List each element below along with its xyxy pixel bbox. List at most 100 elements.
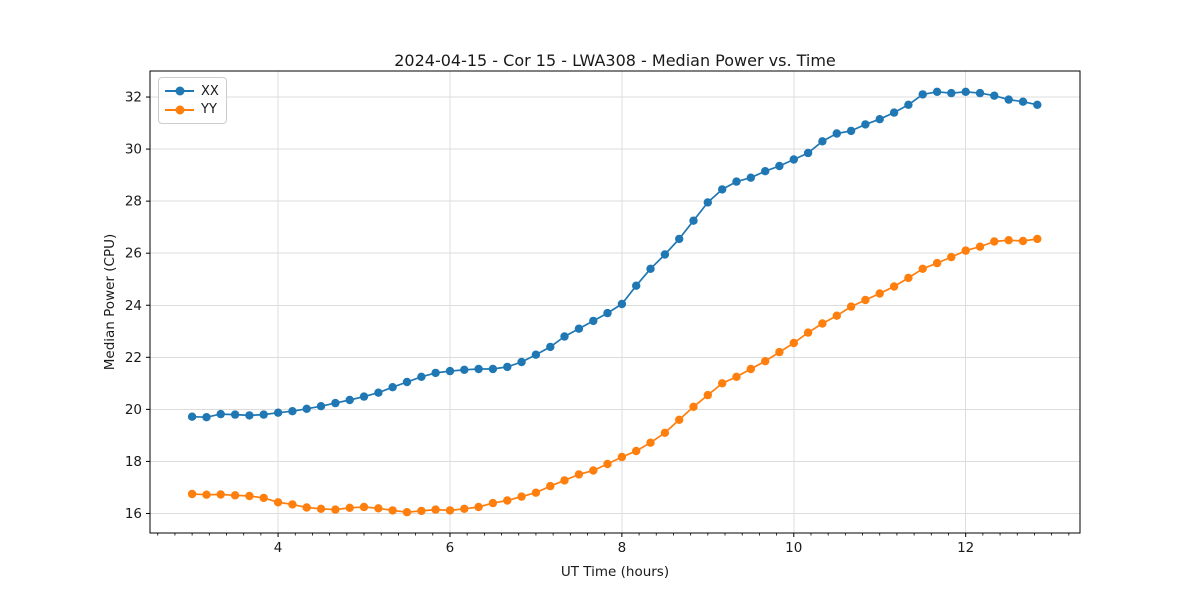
data-point-YY bbox=[359, 502, 369, 512]
data-point-XX bbox=[761, 167, 770, 176]
data-point-XX bbox=[918, 90, 927, 99]
data-point-YY bbox=[402, 508, 412, 517]
data-point-YY bbox=[904, 273, 913, 283]
data-point-YY bbox=[560, 476, 569, 485]
y-tick-label: 28 bbox=[125, 194, 142, 210]
data-point-XX bbox=[990, 91, 999, 100]
data-point-YY bbox=[245, 491, 254, 501]
data-point-XX bbox=[402, 377, 412, 387]
y-axis-label: Median Power (CPU) bbox=[102, 233, 118, 371]
series-line-XX bbox=[192, 90, 1038, 419]
data-point-XX bbox=[703, 198, 712, 207]
data-point-XX bbox=[517, 357, 526, 367]
y-tick-label: 26 bbox=[125, 246, 142, 262]
data-point-XX bbox=[460, 365, 469, 374]
data-point-XX bbox=[975, 88, 985, 98]
data-point-XX bbox=[345, 395, 354, 405]
data-point-YY bbox=[789, 338, 798, 348]
data-point-XX bbox=[288, 407, 297, 416]
data-point-XX bbox=[617, 299, 627, 309]
data-point-YY bbox=[331, 505, 340, 514]
data-point-XX bbox=[187, 412, 197, 421]
data-point-XX bbox=[216, 409, 225, 419]
data-point-YY bbox=[646, 438, 655, 447]
plot-area bbox=[149, 70, 1081, 534]
legend-label: YY bbox=[201, 102, 217, 118]
data-point-XX bbox=[732, 177, 741, 186]
data-point-YY bbox=[675, 415, 684, 424]
x-axis-label: UT Time (hours) bbox=[560, 564, 670, 580]
data-point-YY bbox=[775, 347, 784, 357]
data-point-XX bbox=[245, 411, 254, 420]
data-point-YY bbox=[689, 402, 698, 411]
data-point-YY bbox=[918, 264, 927, 273]
data-point-XX bbox=[947, 88, 956, 98]
data-point-XX bbox=[331, 398, 340, 408]
data-point-YY bbox=[288, 500, 297, 509]
data-point-XX bbox=[1018, 97, 1028, 106]
data-point-XX bbox=[904, 100, 913, 110]
data-point-YY bbox=[732, 372, 741, 381]
data-point-YY bbox=[460, 504, 469, 513]
data-point-YY bbox=[660, 428, 670, 437]
data-point-YY bbox=[517, 492, 526, 501]
data-point-YY bbox=[546, 481, 555, 491]
data-point-XX bbox=[861, 120, 870, 129]
data-point-YY bbox=[316, 504, 326, 513]
data-point-YY bbox=[803, 328, 813, 337]
data-point-YY bbox=[488, 498, 498, 508]
data-point-YY bbox=[273, 498, 283, 507]
data-point-XX bbox=[961, 87, 970, 97]
data-point-XX bbox=[202, 413, 211, 422]
data-point-YY bbox=[846, 302, 856, 311]
data-point-XX bbox=[689, 216, 698, 225]
data-point-XX bbox=[718, 185, 727, 194]
y-tick-label: 32 bbox=[125, 90, 142, 106]
data-point-YY bbox=[947, 252, 956, 262]
data-point-XX bbox=[832, 129, 841, 138]
legend: XX YY bbox=[158, 77, 227, 124]
data-point-XX bbox=[1004, 95, 1013, 104]
data-point-YY bbox=[388, 506, 397, 515]
data-point-YY bbox=[990, 237, 999, 246]
data-point-XX bbox=[789, 155, 798, 164]
data-point-YY bbox=[1004, 236, 1013, 245]
legend-line-marker bbox=[165, 105, 194, 115]
y-tick-label: 22 bbox=[125, 350, 142, 366]
data-point-YY bbox=[975, 242, 985, 251]
data-point-YY bbox=[932, 258, 942, 268]
data-point-YY bbox=[875, 289, 884, 298]
legend-item: YY bbox=[165, 102, 220, 117]
data-point-YY bbox=[603, 459, 612, 469]
data-point-YY bbox=[889, 282, 899, 291]
x-tick-label: 10 bbox=[785, 540, 802, 556]
data-point-XX bbox=[932, 87, 942, 97]
data-point-YY bbox=[431, 505, 440, 514]
y-tick-label: 18 bbox=[125, 454, 142, 470]
data-point-YY bbox=[187, 489, 197, 499]
data-point-XX bbox=[359, 392, 369, 401]
data-point-XX bbox=[259, 410, 268, 419]
data-point-YY bbox=[574, 470, 584, 479]
data-point-XX bbox=[632, 281, 641, 290]
data-point-XX bbox=[374, 388, 383, 397]
data-point-XX bbox=[818, 137, 827, 146]
data-point-YY bbox=[961, 246, 970, 255]
y-tick-label: 24 bbox=[125, 298, 142, 314]
y-tick-label: 30 bbox=[125, 142, 142, 158]
data-point-XX bbox=[660, 250, 670, 259]
data-point-XX bbox=[546, 342, 555, 352]
data-point-XX bbox=[302, 404, 311, 413]
data-point-XX bbox=[474, 364, 483, 374]
data-point-YY bbox=[617, 452, 627, 462]
data-point-YY bbox=[345, 503, 354, 512]
data-point-YY bbox=[230, 491, 240, 500]
data-point-XX bbox=[560, 332, 569, 341]
data-point-YY bbox=[374, 504, 383, 513]
data-point-YY bbox=[703, 390, 712, 400]
data-point-YY bbox=[746, 364, 755, 374]
legend-item: XX bbox=[165, 84, 220, 99]
data-point-XX bbox=[846, 126, 856, 136]
